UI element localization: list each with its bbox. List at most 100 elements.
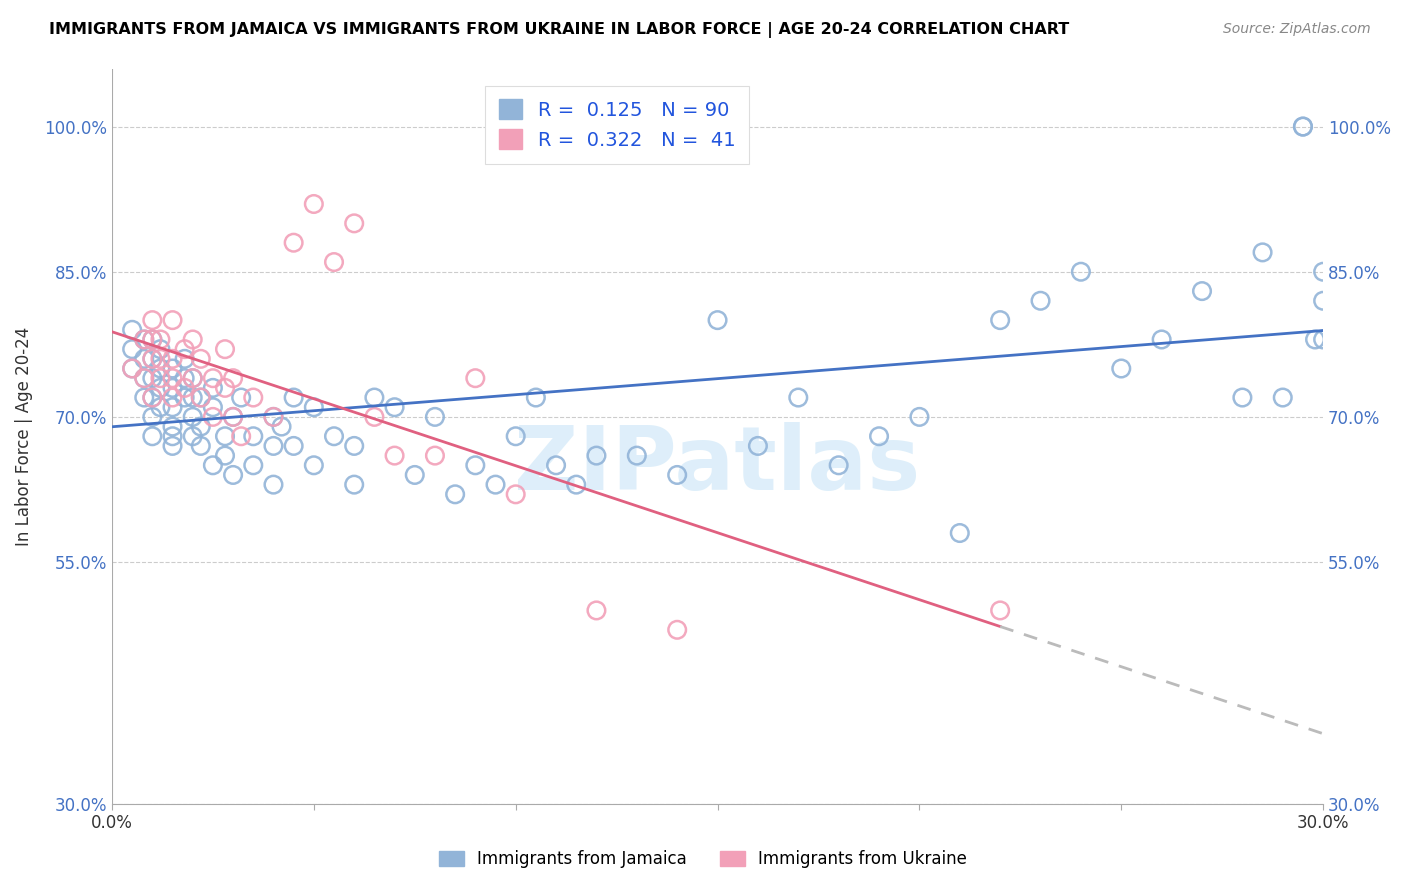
Point	[222, 371, 245, 385]
Point	[121, 361, 143, 376]
Point	[231, 391, 253, 405]
Text: ZIPatlas: ZIPatlas	[515, 422, 921, 509]
Legend: Immigrants from Jamaica, Immigrants from Ukraine: Immigrants from Jamaica, Immigrants from…	[432, 844, 974, 875]
Point	[173, 342, 195, 356]
Point	[1232, 391, 1254, 405]
Point	[323, 429, 346, 443]
Point	[162, 313, 184, 327]
Point	[190, 391, 212, 405]
Point	[949, 526, 972, 541]
Point	[908, 409, 931, 424]
Point	[149, 351, 172, 366]
Point	[214, 449, 236, 463]
Point	[141, 313, 163, 327]
Text: Source: ZipAtlas.com: Source: ZipAtlas.com	[1223, 22, 1371, 37]
Point	[1191, 284, 1213, 298]
Point	[162, 371, 184, 385]
Point	[201, 458, 224, 473]
Point	[585, 603, 607, 617]
Point	[173, 371, 195, 385]
Point	[162, 401, 184, 415]
Point	[343, 439, 366, 453]
Point	[242, 429, 264, 443]
Point	[181, 391, 204, 405]
Point	[121, 323, 143, 337]
Point	[214, 429, 236, 443]
Point	[162, 439, 184, 453]
Point	[565, 477, 588, 491]
Point	[1312, 265, 1334, 279]
Point	[484, 477, 506, 491]
Point	[505, 487, 527, 501]
Point	[121, 361, 143, 376]
Point	[302, 458, 325, 473]
Point	[343, 216, 366, 230]
Point	[149, 361, 172, 376]
Point	[149, 371, 172, 385]
Point	[201, 409, 224, 424]
Point	[190, 439, 212, 453]
Point	[1029, 293, 1052, 308]
Point	[222, 409, 245, 424]
Point	[423, 449, 446, 463]
Point	[1292, 120, 1315, 134]
Point	[173, 391, 195, 405]
Point	[162, 391, 184, 405]
Point	[121, 342, 143, 356]
Point	[626, 449, 648, 463]
Point	[666, 467, 689, 482]
Point	[283, 235, 305, 250]
Point	[423, 409, 446, 424]
Point	[190, 351, 212, 366]
Point	[134, 371, 156, 385]
Point	[524, 391, 547, 405]
Point	[231, 429, 253, 443]
Point	[1292, 120, 1315, 134]
Point	[242, 391, 264, 405]
Legend: R =  0.125   N = 90, R =  0.322   N =  41: R = 0.125 N = 90, R = 0.322 N = 41	[485, 86, 749, 163]
Point	[149, 381, 172, 395]
Point	[363, 391, 385, 405]
Point	[363, 409, 385, 424]
Point	[1312, 333, 1334, 347]
Point	[464, 458, 486, 473]
Point	[201, 401, 224, 415]
Point	[173, 351, 195, 366]
Point	[222, 467, 245, 482]
Point	[141, 351, 163, 366]
Point	[162, 351, 184, 366]
Point	[505, 429, 527, 443]
Point	[384, 449, 406, 463]
Point	[141, 351, 163, 366]
Point	[464, 371, 486, 385]
Point	[404, 467, 426, 482]
Point	[262, 409, 284, 424]
Point	[262, 439, 284, 453]
Point	[1109, 361, 1132, 376]
Point	[242, 458, 264, 473]
Point	[134, 391, 156, 405]
Point	[270, 419, 292, 434]
Point	[181, 409, 204, 424]
Point	[343, 477, 366, 491]
Point	[181, 371, 204, 385]
Point	[134, 333, 156, 347]
Point	[162, 429, 184, 443]
Point	[384, 401, 406, 415]
Point	[214, 342, 236, 356]
Point	[323, 255, 346, 269]
Point	[141, 333, 163, 347]
Point	[190, 391, 212, 405]
Point	[585, 449, 607, 463]
Point	[190, 419, 212, 434]
Point	[149, 342, 172, 356]
Point	[134, 333, 156, 347]
Point	[141, 333, 163, 347]
Point	[302, 197, 325, 211]
Point	[1303, 333, 1326, 347]
Point	[666, 623, 689, 637]
Point	[262, 477, 284, 491]
Point	[162, 381, 184, 395]
Point	[1312, 293, 1334, 308]
Point	[1150, 333, 1173, 347]
